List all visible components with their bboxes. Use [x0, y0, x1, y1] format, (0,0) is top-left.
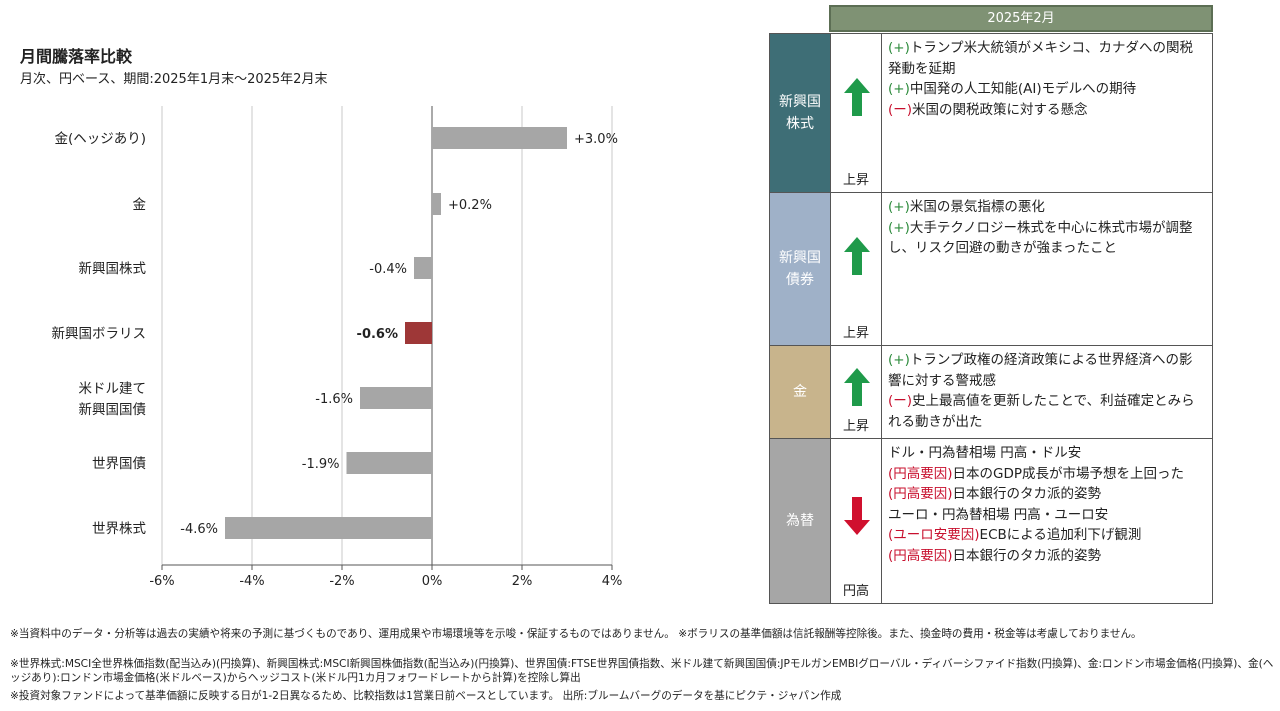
x-tick-label: -4%	[239, 574, 264, 589]
table-row: 新興国 債券 上昇 (+)米国の景気指標の悪化 (+)大手テクノロジー株式を中心に株式市…	[770, 192, 1212, 345]
x-tick-label: 2%	[512, 574, 533, 589]
x-tick-label: -6%	[149, 574, 174, 589]
up-arrow-icon	[844, 78, 870, 116]
bar	[432, 193, 441, 215]
bar	[414, 257, 432, 279]
comment-text: 米国の関税政策に対する懸念	[912, 101, 1088, 118]
comment-text: 日本銀行のタカ派的姿勢	[952, 486, 1102, 502]
bar	[360, 387, 432, 409]
comment-cell: (+)トランプ米大統領がメキシコ、カナダへの関税発動を延期 (+)中国発の人工知能…	[882, 34, 1212, 192]
comment-tag: (ー)	[888, 101, 913, 118]
table-period-header: 2025年2月	[829, 5, 1213, 32]
category-label: 世界国債	[92, 456, 146, 472]
comment-line: (円高要因)日本のGDP成長が市場予想を上回った	[888, 464, 1206, 485]
category-label: 金	[133, 197, 147, 213]
asset-label: 新興国 債券	[770, 193, 830, 345]
data-label: -1.6%	[315, 392, 353, 407]
comment-tag: (+)	[888, 40, 910, 56]
asset-label: 新興国 株式	[770, 34, 830, 192]
comment-tag: (円高要因)	[888, 465, 953, 482]
chart-subtitle: 月次、円ベース、期間:2025年1月末〜2025年2月末	[20, 72, 328, 87]
bar	[405, 322, 432, 344]
comment-text: ユーロ・円為替相場 円高・ユーロ安	[888, 506, 1109, 523]
comment-tag: (円高要因)	[888, 486, 953, 502]
comment-line: ユーロ・円為替相場 円高・ユーロ安	[888, 505, 1206, 526]
comment-tag: (ー)	[888, 393, 913, 409]
comment-text: 中国発の人工知能(AI)モデルへの期待	[909, 81, 1137, 97]
comment-text: 大手テクノロジー株式を中心に株式市場が調整し、リスク回避の動きが強まったこと	[888, 219, 1193, 257]
comment-tag: (+)	[888, 219, 910, 236]
x-tick-label: 0%	[422, 574, 443, 589]
comment-text: ドル・円為替相場 円高・ドル安	[888, 445, 1082, 461]
direction-cell: 上昇	[830, 34, 882, 192]
table-row: 新興国 株式 上昇 (+)トランプ米大統領がメキシコ、カナダへの関税発動を延期 (+)中…	[770, 34, 1212, 192]
footnote-3: ※投資対象ファンドによって基準価額に反映する日が1-2日異なるため、比較指数は1…	[10, 690, 842, 702]
comment-line: (ー)史上最高値を更新したことで、利益確定とみられる動きが出た	[888, 391, 1206, 432]
data-label: -1.9%	[302, 457, 340, 472]
footnote-2: ※世界株式:MSCI全世界株価指数(配当込み)(円換算)、新興国株式:MSCI新…	[10, 658, 1274, 684]
data-label: +0.2%	[448, 198, 492, 213]
comment-line: (+)トランプ米大統領がメキシコ、カナダへの関税発動を延期	[888, 38, 1206, 79]
market-comment-table: 新興国 株式 上昇 (+)トランプ米大統領がメキシコ、カナダへの関税発動を延期 (+)中…	[769, 33, 1213, 604]
data-label: -0.4%	[369, 262, 407, 277]
table-row: 金上昇 (+)トランプ政権の経済政策による世界経済への影響に対する警戒感 (ー)史上…	[770, 345, 1212, 438]
up-arrow-icon	[844, 368, 870, 406]
comment-line: (+)大手テクノロジー株式を中心に株式市場が調整し、リスク回避の動きが強まったこ…	[888, 218, 1206, 259]
comment-line: (円高要因)日本銀行のタカ派的姿勢	[888, 546, 1206, 567]
comment-text: ECBによる追加利下げ観測	[979, 527, 1142, 543]
bar-chart: -6% -4% -2% 0% 2% 4% +3.0% 金(ヘッジあり) +0.2% 金 -0.4% 新…	[52, 106, 623, 589]
category-label: 新興国株式	[79, 261, 147, 277]
comment-line: (ユーロ安要因)ECBによる追加利下げ観測	[888, 525, 1206, 546]
comment-text: トランプ米大統領がメキシコ、カナダへの関税発動を延期	[888, 40, 1193, 77]
direction-label: 上昇	[842, 419, 869, 434]
bar	[432, 127, 567, 149]
comment-tag: (ユーロ安要因)	[888, 527, 980, 543]
chart-title: 月間騰落率比較	[20, 47, 133, 66]
data-label: -0.6%	[357, 327, 398, 342]
bar	[346, 452, 432, 474]
direction-label: 上昇	[842, 326, 869, 341]
comment-line: (+)トランプ政権の経済政策による世界経済への影響に対する警戒感	[888, 350, 1206, 391]
footnote-1: ※当資料中のデータ・分析等は過去の実績や将来の予測に基づくものであり、運用成果や…	[10, 628, 1142, 640]
comment-text: 史上最高値を更新したことで、利益確定とみられる動きが出た	[888, 393, 1195, 430]
category-label: 金(ヘッジあり)	[54, 131, 146, 147]
comment-tag: (+)	[888, 199, 910, 215]
comment-text: トランプ政権の経済政策による世界経済への影響に対する警戒感	[888, 352, 1193, 389]
comment-text: 日本銀行のタカ派的姿勢	[952, 547, 1102, 564]
asset-label: 金	[770, 346, 830, 438]
comment-tag: (+)	[888, 81, 910, 97]
down-arrow-icon	[844, 497, 870, 535]
comment-tag: (+)	[888, 352, 910, 368]
comment-text: 米国の景気指標の悪化	[909, 199, 1045, 215]
data-label: -4.6%	[180, 522, 218, 537]
direction-label: 上昇	[842, 173, 869, 188]
comment-line: ドル・円為替相場 円高・ドル安	[888, 443, 1206, 464]
comment-line: (円高要因)日本銀行のタカ派的姿勢	[888, 484, 1206, 505]
data-label: +3.0%	[574, 132, 618, 147]
category-label: 世界株式	[92, 521, 146, 537]
category-label: 新興国ボラリス	[52, 326, 147, 342]
direction-label: 円高	[842, 584, 869, 599]
comment-cell: ドル・円為替相場 円高・ドル安 (円高要因)日本のGDP成長が市場予想を上回った(…	[882, 439, 1212, 603]
comment-line: (+)中国発の人工知能(AI)モデルへの期待	[888, 79, 1206, 100]
comment-line: (ー)米国の関税政策に対する懸念	[888, 100, 1206, 121]
direction-cell: 上昇	[830, 193, 882, 345]
comment-line: (+)米国の景気指標の悪化	[888, 197, 1206, 218]
category-label: 米ドル建て新興国国債	[79, 381, 147, 418]
comment-cell: (+)トランプ政権の経済政策による世界経済への影響に対する警戒感 (ー)史上最高値…	[882, 346, 1212, 438]
direction-cell: 上昇	[830, 346, 882, 438]
comment-text: 日本のGDP成長が市場予想を上回った	[952, 465, 1185, 482]
comment-cell: (+)米国の景気指標の悪化 (+)大手テクノロジー株式を中心に株式市場が調整し、リ…	[882, 193, 1212, 345]
up-arrow-icon	[844, 237, 870, 275]
x-tick-label: -2%	[329, 574, 354, 589]
table-row: 為替 円高 ドル・円為替相場 円高・ドル安 (円高要因)日本のGDP成長が市場予想を上…	[770, 438, 1212, 603]
asset-label: 為替	[770, 439, 830, 603]
comment-tag: (円高要因)	[888, 547, 953, 564]
bar	[225, 517, 432, 539]
direction-cell: 円高	[830, 439, 882, 603]
x-tick-label: 4%	[602, 574, 623, 589]
